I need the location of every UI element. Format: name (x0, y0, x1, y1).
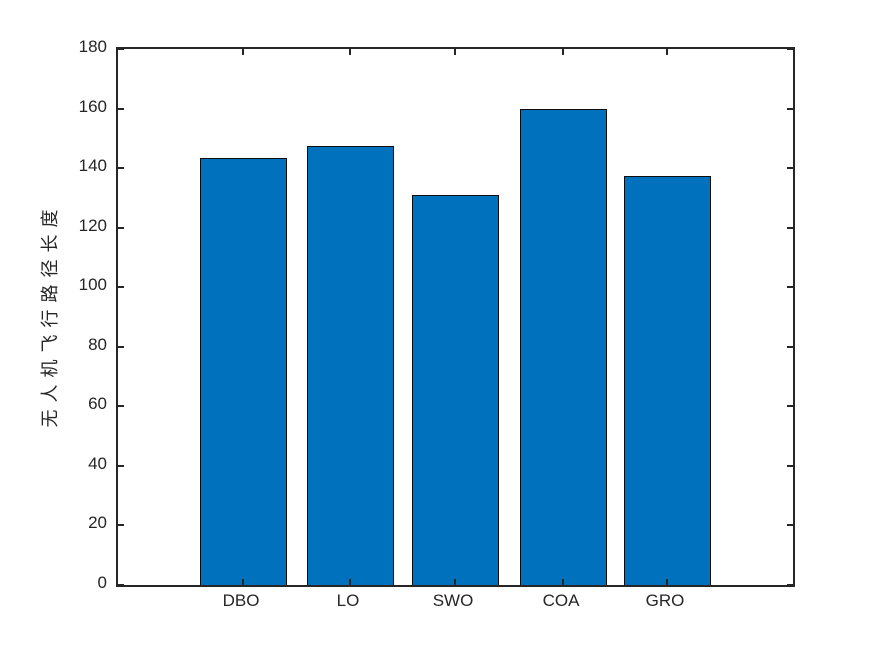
y-tick-mark (787, 405, 793, 408)
y-tick-mark (787, 286, 793, 289)
y-tick-mark (118, 167, 124, 170)
x-tick-mark (562, 579, 564, 585)
plot-area (116, 47, 795, 587)
y-tick-mark (787, 524, 793, 527)
y-tick-mark (118, 405, 124, 408)
bar-gro (623, 176, 711, 585)
y-tick-mark (787, 464, 793, 467)
y-tick-mark (787, 107, 793, 110)
bar-lo (306, 146, 394, 585)
y-tick-mark (787, 345, 793, 348)
x-tick-mark (666, 49, 668, 55)
bar-dbo (199, 158, 287, 585)
x-tick-mark (242, 579, 244, 585)
y-tick-label: 80 (88, 334, 107, 354)
y-tick-label: 20 (88, 513, 107, 533)
y-tick-mark (787, 584, 793, 586)
x-tick-mark (349, 579, 351, 585)
y-tick-label: 100 (78, 275, 107, 295)
y-tick-label: 180 (78, 37, 107, 56)
y-tick-label: 140 (78, 156, 107, 176)
y-tick-mark (118, 286, 124, 289)
y-axis-label: 无人机飞行路径长度 (40, 202, 60, 428)
x-tick-label-lo: LO (336, 591, 360, 610)
y-tick-mark (787, 48, 793, 50)
x-tick-mark (349, 49, 351, 55)
y-tick-mark (118, 584, 124, 586)
y-tick-label: 120 (78, 215, 107, 235)
x-tick-label-dbo: DBO (222, 591, 260, 610)
y-tick-mark (787, 167, 793, 170)
y-tick-mark (118, 524, 124, 527)
x-tick-label-gro: GRO (645, 591, 685, 610)
x-tick-mark (454, 579, 456, 585)
bar-swo (411, 195, 499, 585)
y-tick-mark (118, 345, 124, 348)
x-tick-mark (666, 579, 668, 585)
y-tick-mark (787, 226, 793, 229)
x-tick-mark (562, 49, 564, 55)
y-tick-mark (118, 107, 124, 110)
y-tick-label: 160 (78, 96, 107, 116)
bar-coa (519, 109, 607, 585)
y-tick-label: 0 (97, 573, 107, 592)
x-tick-label-coa: COA (542, 591, 580, 610)
y-tick-label: 40 (88, 453, 107, 473)
y-tick-mark (118, 464, 124, 467)
y-tick-mark (118, 226, 124, 229)
y-tick-mark (118, 48, 124, 50)
x-tick-mark (454, 49, 456, 55)
x-tick-label-swo: SWO (432, 591, 474, 610)
x-tick-mark (242, 49, 244, 55)
y-tick-label: 60 (88, 394, 107, 414)
